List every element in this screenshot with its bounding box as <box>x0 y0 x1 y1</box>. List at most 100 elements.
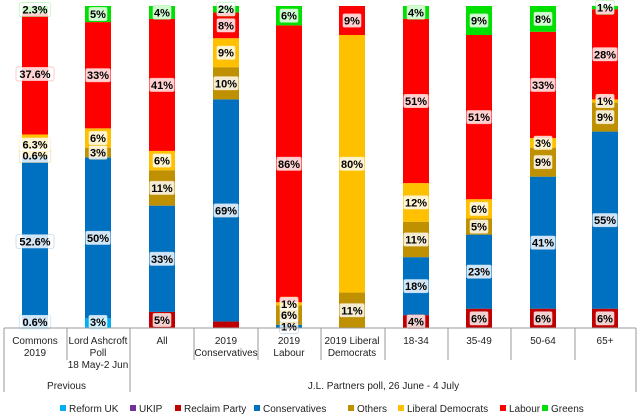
data-label-text: 11% <box>151 183 173 195</box>
data-label-50-64-labour: 33% <box>530 77 556 93</box>
data-label-text: 41% <box>151 80 173 92</box>
category-label-line: 18-34 <box>403 336 429 347</box>
data-label-text: 69% <box>215 205 237 217</box>
data-label-text: 51% <box>468 112 490 124</box>
data-label-box <box>530 77 556 93</box>
data-label-box <box>88 6 108 22</box>
category-label-2019-labour: 2019 Labour <box>273 336 305 359</box>
category-label-commons-2019: Commons 2019 <box>12 336 58 359</box>
data-label-50-64-liberal-democrats: 3% <box>533 135 553 151</box>
data-label-35-49-reclaim-party: 6% <box>469 311 489 326</box>
data-label-commons-2019-labour: 37.6% <box>15 66 55 82</box>
data-label-2019-liberal-democrats-others: 11% <box>339 302 365 318</box>
data-label-box <box>152 153 172 168</box>
group-label-previous: Previous <box>47 381 86 392</box>
data-label-65-labour: 28% <box>592 46 618 62</box>
legend-swatch <box>500 405 506 411</box>
data-label-text: 6% <box>471 204 487 216</box>
data-label-box <box>216 1 236 17</box>
data-label-65-reclaim-party: 6% <box>595 311 615 326</box>
data-label-text: 6% <box>90 133 106 145</box>
data-label-box <box>15 234 55 249</box>
data-label-box <box>18 137 52 152</box>
category-label-line: All <box>156 336 167 347</box>
data-label-text: 2.3% <box>22 5 47 17</box>
data-label-box <box>403 278 429 294</box>
legend-label: Reclaim Party <box>184 404 246 415</box>
data-label-text: 4% <box>408 7 424 19</box>
data-label-text: 9% <box>344 15 360 27</box>
data-label-all-conservatives: 33% <box>149 251 175 267</box>
data-label-box <box>469 13 489 28</box>
legend-label: Others <box>357 404 387 415</box>
data-label-box <box>149 180 175 196</box>
data-label-box <box>533 135 553 151</box>
data-label-text: 8% <box>218 20 234 32</box>
category-label-lord-ashcroft-poll-18-may-2-jun: Lord Ashcroft Poll 18 May-2 Jun <box>68 336 129 371</box>
category-label-line: Poll <box>90 348 107 359</box>
data-label-lord-ashcroft-poll-18-may-2-jun-conservatives: 50% <box>85 230 111 246</box>
data-label-all-liberal-democrats: 6% <box>152 153 172 168</box>
category-label-35-49: 35-49 <box>466 336 492 347</box>
legend-label: Conservatives <box>263 404 326 415</box>
data-label-box <box>152 5 172 20</box>
data-label-box <box>403 93 429 109</box>
data-label-box <box>213 75 239 91</box>
data-label-box <box>469 311 489 326</box>
category-label-line: 2019 <box>24 348 47 359</box>
data-label-box <box>469 201 489 217</box>
data-label-2019-labour-conservatives: 1% <box>279 319 299 334</box>
data-label-text: 5% <box>154 315 170 327</box>
category-axis: Commons 2019 Lord Ashcroft Poll 18 May-2 Jun… <box>3 327 637 392</box>
category-label-18-34: 18-34 <box>403 336 429 347</box>
data-label-text: 23% <box>468 267 490 279</box>
data-label-35-49-others: 5% <box>469 219 489 234</box>
data-label-text: 9% <box>535 157 551 169</box>
legend-swatch <box>175 405 181 411</box>
data-label-commons-2019-conservatives: 52.6% <box>15 234 55 249</box>
data-label-2019-labour-others: 6% <box>279 307 299 323</box>
data-label-box <box>533 154 553 170</box>
data-label-box <box>339 302 365 318</box>
data-label-50-64-others: 9% <box>533 154 553 170</box>
data-label-35-49-liberal-democrats: 6% <box>469 201 489 217</box>
data-label-lord-ashcroft-poll-18-may-2-jun-liberal-democrats: 6% <box>88 130 108 146</box>
data-label-text: 9% <box>218 48 234 60</box>
data-label-lord-ashcroft-poll-18-may-2-jun-others: 3% <box>88 145 108 160</box>
data-label-18-34-reclaim-party: 4% <box>406 314 426 329</box>
category-label-all: All <box>156 336 167 347</box>
data-label-lord-ashcroft-poll-18-may-2-jun-labour: 33% <box>85 67 111 83</box>
data-label-box <box>595 311 615 326</box>
data-label-box <box>406 314 426 329</box>
data-label-35-49-conservatives: 23% <box>466 264 492 279</box>
data-label-text: 12% <box>405 197 427 209</box>
data-label-box <box>152 312 172 328</box>
data-label-box <box>466 109 492 125</box>
data-label-text: 18% <box>405 281 427 293</box>
data-label-box <box>88 145 108 160</box>
category-label-65: 65+ <box>597 336 614 347</box>
data-label-text: 10% <box>215 78 237 90</box>
legend-swatch <box>254 405 260 411</box>
data-label-box <box>595 109 615 125</box>
category-label-line: Conservatives <box>194 348 257 359</box>
data-label-box <box>595 93 615 109</box>
data-label-text: 9% <box>471 15 487 27</box>
data-label-box <box>216 18 236 33</box>
data-label-35-49-greens: 9% <box>469 13 489 28</box>
legend-label: UKIP <box>139 404 163 415</box>
legend-item-labour: Labour <box>500 404 541 415</box>
data-label-text: 37.6% <box>19 69 50 81</box>
legend: Reform UK UKIP Reclaim Party Conservatives O… <box>60 404 584 415</box>
data-label-text: 4% <box>408 317 424 329</box>
category-label-line: 2019 <box>278 336 301 347</box>
data-label-box <box>213 203 239 218</box>
data-label-text: 51% <box>405 96 427 108</box>
data-label-text: 9% <box>597 112 613 124</box>
data-label-box <box>88 130 108 146</box>
data-label-text: 55% <box>594 215 616 227</box>
data-label-text: 33% <box>87 70 109 82</box>
data-label-text: 0.6% <box>22 151 47 163</box>
legend-swatch <box>130 405 136 411</box>
legend-item-reform-uk: Reform UK <box>60 404 119 415</box>
